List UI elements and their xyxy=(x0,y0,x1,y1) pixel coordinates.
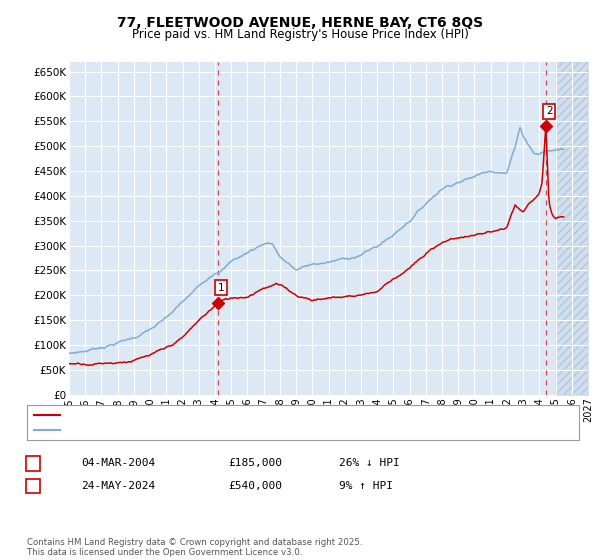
Text: 1: 1 xyxy=(218,283,224,293)
Text: 26% ↓ HPI: 26% ↓ HPI xyxy=(339,458,400,468)
Text: 24-MAY-2024: 24-MAY-2024 xyxy=(81,480,155,491)
Text: 1: 1 xyxy=(29,458,37,468)
Text: 2: 2 xyxy=(546,106,553,116)
Text: £540,000: £540,000 xyxy=(228,480,282,491)
Text: HPI: Average price, detached house, Canterbury: HPI: Average price, detached house, Cant… xyxy=(65,425,305,435)
Text: 9% ↑ HPI: 9% ↑ HPI xyxy=(339,480,393,491)
Text: 77, FLEETWOOD AVENUE, HERNE BAY, CT6 8QS: 77, FLEETWOOD AVENUE, HERNE BAY, CT6 8QS xyxy=(117,16,483,30)
Text: Price paid vs. HM Land Registry's House Price Index (HPI): Price paid vs. HM Land Registry's House … xyxy=(131,28,469,41)
Text: £185,000: £185,000 xyxy=(228,458,282,468)
Text: 2: 2 xyxy=(29,480,37,491)
Text: 04-MAR-2004: 04-MAR-2004 xyxy=(81,458,155,468)
Text: 77, FLEETWOOD AVENUE, HERNE BAY, CT6 8QS (detached house): 77, FLEETWOOD AVENUE, HERNE BAY, CT6 8QS… xyxy=(65,409,393,419)
Text: Contains HM Land Registry data © Crown copyright and database right 2025.
This d: Contains HM Land Registry data © Crown c… xyxy=(27,538,362,557)
